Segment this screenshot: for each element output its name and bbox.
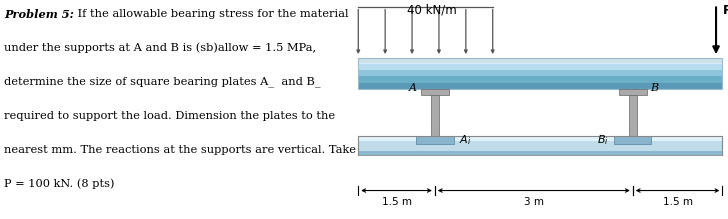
Bar xyxy=(421,89,449,95)
Bar xyxy=(431,95,439,136)
Bar xyxy=(619,89,646,95)
Bar xyxy=(629,95,637,136)
Bar xyxy=(358,70,722,76)
Text: under the supports at A and B is (sb)allow = 1.5 MPa,: under the supports at A and B is (sb)all… xyxy=(4,43,317,53)
Bar xyxy=(358,136,722,141)
Text: 3 m: 3 m xyxy=(524,197,544,207)
Text: If the allowable bearing stress for the material: If the allowable bearing stress for the … xyxy=(74,9,349,19)
Text: 40 kN/m: 40 kN/m xyxy=(407,3,456,16)
Bar xyxy=(358,58,722,64)
Text: $A_i$: $A_i$ xyxy=(459,133,472,147)
Text: nearest mm. The reactions at the supports are vertical. Take: nearest mm. The reactions at the support… xyxy=(4,145,356,155)
Text: B: B xyxy=(651,83,659,93)
Bar xyxy=(358,83,722,89)
Bar xyxy=(358,58,722,89)
Bar xyxy=(358,151,722,155)
Text: Problem 5:: Problem 5: xyxy=(4,9,74,20)
Text: P: P xyxy=(722,4,728,17)
Bar xyxy=(416,136,454,144)
Bar xyxy=(614,136,652,144)
Text: required to support the load. Dimension the plates to the: required to support the load. Dimension … xyxy=(4,111,336,121)
Text: A: A xyxy=(409,83,417,93)
Bar xyxy=(358,146,722,151)
Text: $B_i$: $B_i$ xyxy=(597,133,609,147)
Bar xyxy=(358,58,722,63)
Bar xyxy=(358,141,722,146)
Text: 1.5 m: 1.5 m xyxy=(662,197,692,207)
Text: determine the size of square bearing plates A_  and B_: determine the size of square bearing pla… xyxy=(4,77,321,87)
Text: 1.5 m: 1.5 m xyxy=(381,197,411,207)
Bar xyxy=(358,86,722,89)
Text: P = 100 kN. (8 pts): P = 100 kN. (8 pts) xyxy=(4,178,115,189)
Bar xyxy=(358,64,722,70)
Bar xyxy=(358,76,722,83)
